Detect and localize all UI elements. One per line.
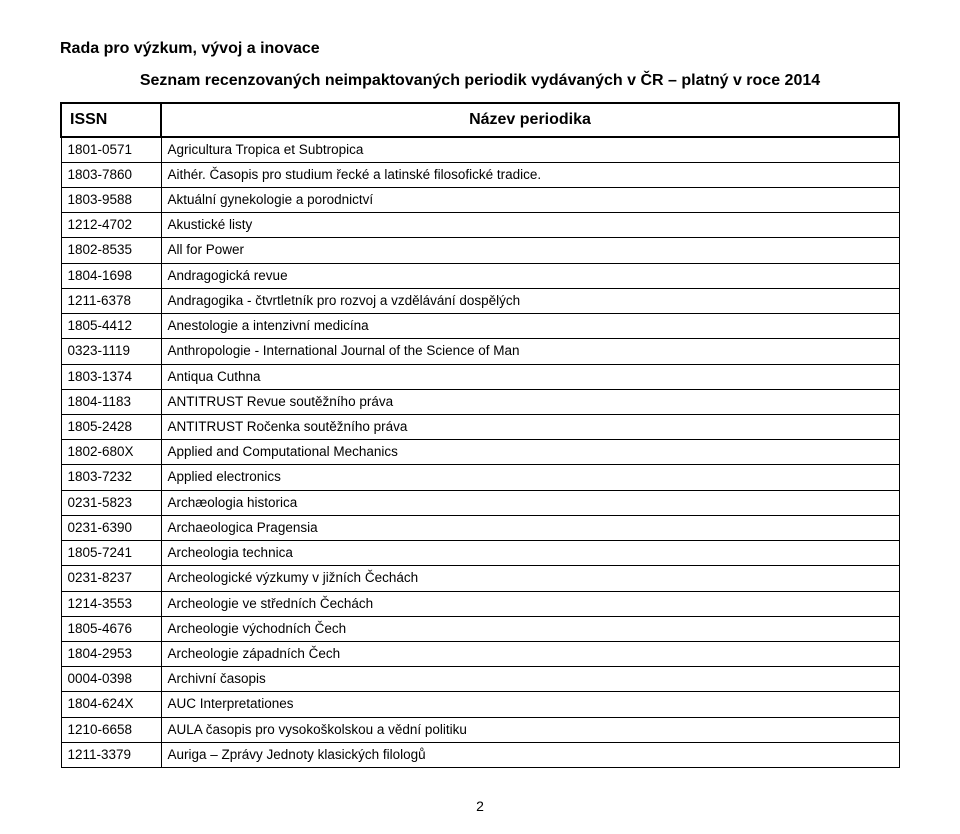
cell-name: Archeologické výzkumy v jižních Čechách [161,566,899,591]
cell-issn: 1803-7860 [61,162,161,187]
cell-name: Aithér. Časopis pro studium řecké a lati… [161,162,899,187]
cell-name: Antiqua Cuthna [161,364,899,389]
table-row: 0323-1119Anthropologie - International J… [61,339,899,364]
table-row: 1804-2953Archeologie západních Čech [61,641,899,666]
cell-name: Andragogická revue [161,263,899,288]
table-row: 1210-6658AULA časopis pro vysokoškolskou… [61,717,899,742]
page-number: 2 [60,798,900,814]
cell-issn: 1801-0571 [61,137,161,163]
cell-name: Auriga – Zprávy Jednoty klasických filol… [161,742,899,767]
cell-issn: 1805-4412 [61,314,161,339]
col-header-name: Název periodika [161,103,899,137]
cell-issn: 1804-2953 [61,641,161,666]
cell-issn: 0004-0398 [61,667,161,692]
table-row: 1805-7241Archeologia technica [61,541,899,566]
cell-issn: 0231-5823 [61,490,161,515]
table-row: 0231-6390Archaeologica Pragensia [61,515,899,540]
table-row: 1802-680XApplied and Computational Mecha… [61,440,899,465]
cell-name: Archivní časopis [161,667,899,692]
col-header-issn: ISSN [61,103,161,137]
table-row: 1804-624XAUC Interpretationes [61,692,899,717]
table-row: 0004-0398Archivní časopis [61,667,899,692]
table-row: 1214-3553Archeologie ve středních Čechác… [61,591,899,616]
page-main-title: Rada pro výzkum, vývoj a inovace [60,40,900,58]
cell-name: Archeologie západních Čech [161,641,899,666]
table-row: 1803-7232Applied electronics [61,465,899,490]
cell-name: Anestologie a intenzivní medicína [161,314,899,339]
cell-name: All for Power [161,238,899,263]
cell-name: ANTITRUST Revue soutěžního práva [161,389,899,414]
cell-name: Archeologia technica [161,541,899,566]
table-row: 0231-8237Archeologické výzkumy v jižních… [61,566,899,591]
cell-issn: 1214-3553 [61,591,161,616]
table-header-row: ISSN Název periodika [61,103,899,137]
cell-name: Applied electronics [161,465,899,490]
cell-name: Anthropologie - International Journal of… [161,339,899,364]
table-row: 1211-6378Andragogika - čtvrtletník pro r… [61,288,899,313]
table-row: 1212-4702Akustické listy [61,213,899,238]
cell-issn: 1211-6378 [61,288,161,313]
cell-name: AULA časopis pro vysokoškolskou a vědní … [161,717,899,742]
cell-issn: 1804-1698 [61,263,161,288]
table-row: 1802-8535All for Power [61,238,899,263]
page-sub-title: Seznam recenzovaných neimpaktovaných per… [60,72,900,90]
table-row: 1803-9588Aktuální gynekologie a porodnic… [61,188,899,213]
table-row: 1804-1183ANTITRUST Revue soutěžního práv… [61,389,899,414]
table-row: 1805-2428ANTITRUST Ročenka soutěžního pr… [61,415,899,440]
cell-issn: 0231-8237 [61,566,161,591]
cell-issn: 1805-4676 [61,616,161,641]
cell-name: ANTITRUST Ročenka soutěžního práva [161,415,899,440]
cell-name: AUC Interpretationes [161,692,899,717]
table-row: 1805-4412Anestologie a intenzivní medicí… [61,314,899,339]
cell-issn: 1210-6658 [61,717,161,742]
cell-issn: 1211-3379 [61,742,161,767]
cell-name: Akustické listy [161,213,899,238]
table-row: 1804-1698Andragogická revue [61,263,899,288]
table-row: 0231-5823Archæologia historica [61,490,899,515]
cell-name: Aktuální gynekologie a porodnictví [161,188,899,213]
cell-issn: 1803-7232 [61,465,161,490]
cell-issn: 1804-624X [61,692,161,717]
cell-issn: 1802-8535 [61,238,161,263]
cell-issn: 1804-1183 [61,389,161,414]
table-row: 1801-0571Agricultura Tropica et Subtropi… [61,137,899,163]
cell-issn: 1212-4702 [61,213,161,238]
cell-issn: 0231-6390 [61,515,161,540]
cell-issn: 1803-1374 [61,364,161,389]
cell-name: Andragogika - čtvrtletník pro rozvoj a v… [161,288,899,313]
cell-name: Archeologie ve středních Čechách [161,591,899,616]
cell-issn: 1805-2428 [61,415,161,440]
cell-name: Applied and Computational Mechanics [161,440,899,465]
cell-name: Archaeologica Pragensia [161,515,899,540]
cell-issn: 1802-680X [61,440,161,465]
table-row: 1805-4676Archeologie východních Čech [61,616,899,641]
periodical-table: ISSN Název periodika 1801-0571Agricultur… [60,102,900,768]
table-row: 1803-7860Aithér. Časopis pro studium řec… [61,162,899,187]
cell-issn: 0323-1119 [61,339,161,364]
cell-issn: 1803-9588 [61,188,161,213]
cell-name: Agricultura Tropica et Subtropica [161,137,899,163]
table-row: 1211-3379Auriga – Zprávy Jednoty klasick… [61,742,899,767]
table-row: 1803-1374Antiqua Cuthna [61,364,899,389]
cell-issn: 1805-7241 [61,541,161,566]
cell-name: Archæologia historica [161,490,899,515]
cell-name: Archeologie východních Čech [161,616,899,641]
